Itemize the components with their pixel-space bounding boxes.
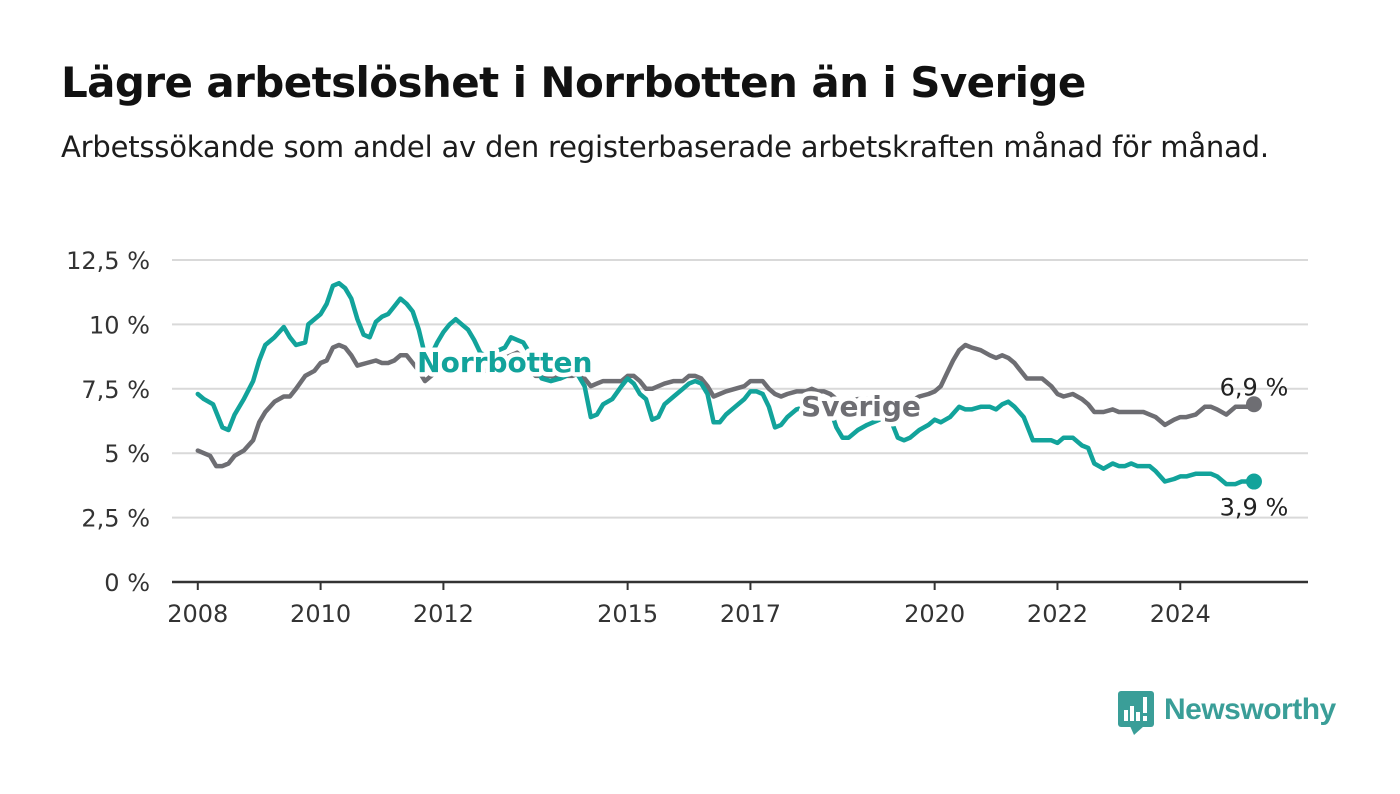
x-tick-label: 2017 [720, 600, 781, 628]
series-line-norrbotten [195, 280, 1257, 487]
brand-logo: Newsworthy [1118, 690, 1336, 736]
y-tick-label: 10 % [89, 311, 150, 339]
chart-subtitle: Arbetssökande som andel av den registerb… [61, 130, 1269, 164]
series-labels: 3,9 % 6,9 % Norrbotten Sverige [413, 342, 1289, 522]
chart-title: Lägre arbetslöshet i Norrbotten än i Sve… [61, 58, 1086, 107]
x-tick-label: 2015 [597, 600, 658, 628]
x-tick-label: 2008 [167, 600, 228, 628]
gridlines [172, 259, 1308, 584]
brand-name: Newsworthy [1164, 693, 1336, 726]
x-axis-ticks: 2008 2010 2012 2015 2017 2020 2022 2024 [167, 582, 1211, 628]
y-tick-label: 7,5 % [81, 376, 150, 404]
y-tick-label: 0 % [104, 569, 150, 597]
y-tick-label: 5 % [104, 440, 150, 468]
y-axis-ticks: 0 % 2,5 % 5 % 7,5 % 10 % 12,5 % [66, 247, 150, 597]
x-tick-label: 2024 [1150, 600, 1211, 628]
series-line-sverige [195, 342, 1257, 469]
x-tick-label: 2012 [413, 600, 474, 628]
newsworthy-chart-icon [1118, 691, 1154, 735]
y-tick-label: 12,5 % [66, 247, 150, 275]
series-label-norrbotten: Norrbotten [417, 346, 592, 379]
series-end-label: 6,9 % [1220, 373, 1289, 401]
x-tick-label: 2020 [904, 600, 965, 628]
series-end-point-norrbotten [1245, 473, 1262, 490]
x-tick-label: 2010 [290, 600, 351, 628]
series-label-sverige: Sverige [801, 390, 921, 423]
x-tick-label: 2022 [1027, 600, 1088, 628]
series-lines [195, 280, 1262, 490]
series-end-point-sverige [1245, 396, 1262, 413]
y-tick-label: 2,5 % [81, 505, 150, 533]
series-end-label: 3,9 % [1220, 494, 1289, 522]
